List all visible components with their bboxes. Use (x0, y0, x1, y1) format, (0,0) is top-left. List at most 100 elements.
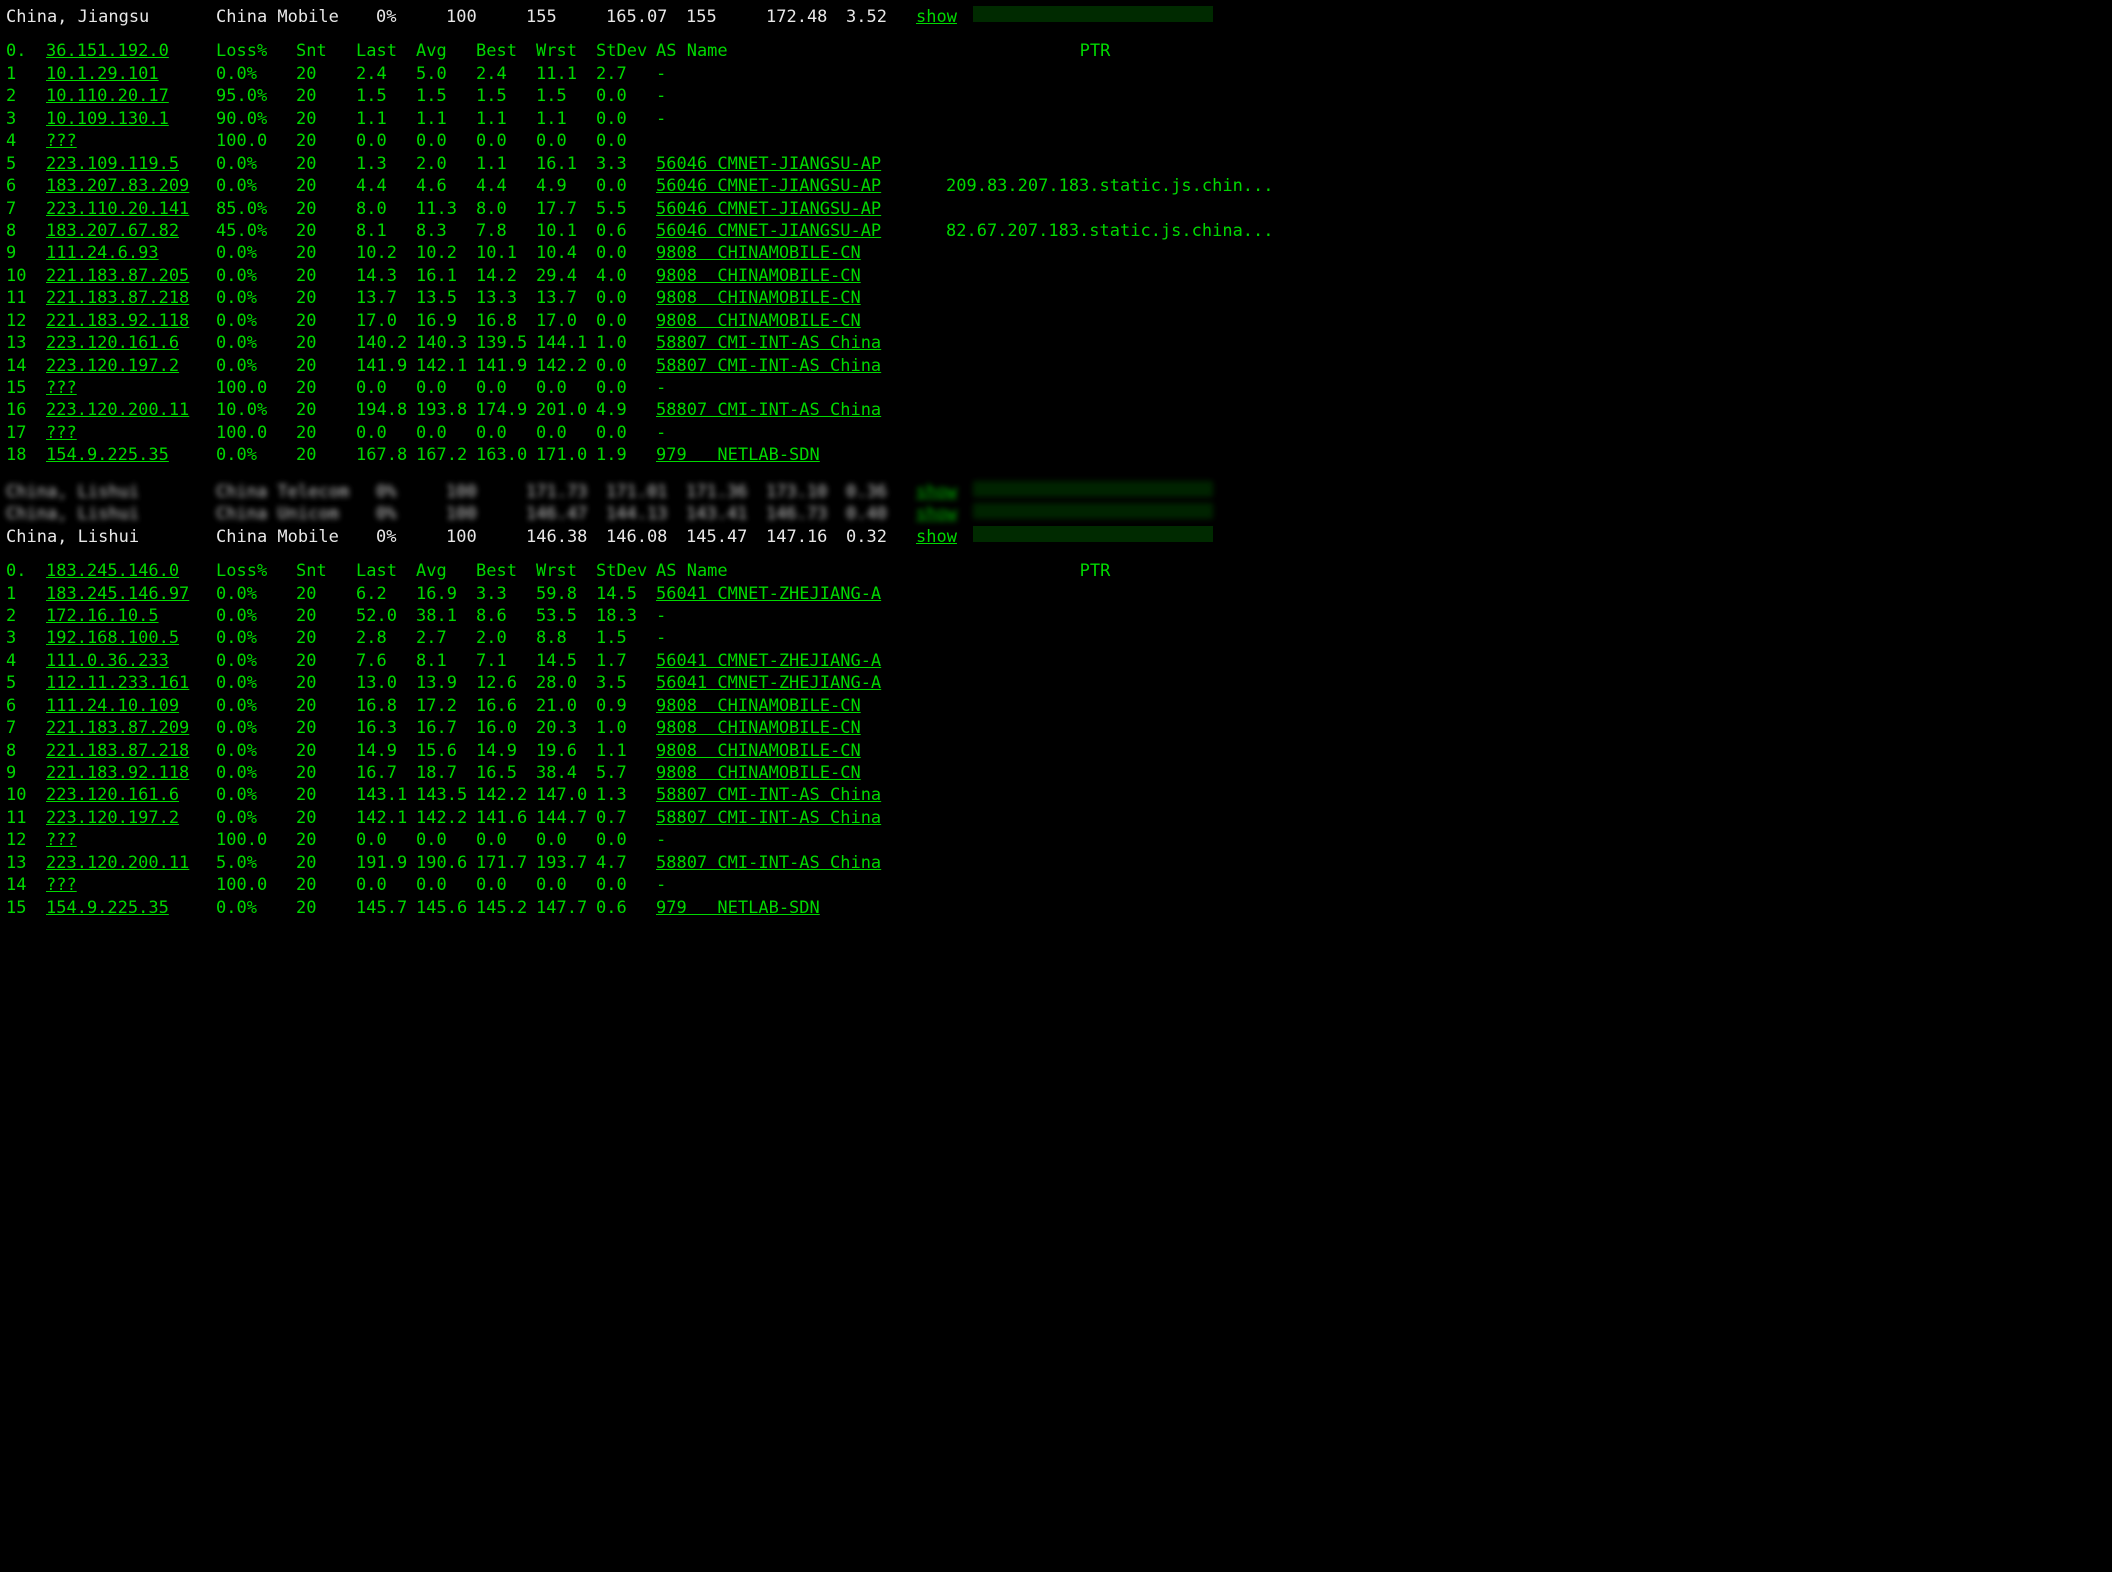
hop-ip[interactable]: 10.1.29.101 (46, 63, 216, 85)
hop-last: 167.8 (356, 444, 416, 466)
show-link[interactable]: show (906, 526, 967, 548)
col-last: Last (356, 560, 416, 582)
hop-number: 9 (6, 242, 46, 264)
location: China, Lishui (6, 503, 216, 525)
hop-ip[interactable]: 221.183.87.218 (46, 287, 216, 309)
hop-ip[interactable]: 111.0.36.233 (46, 650, 216, 672)
hop-snt: 20 (296, 153, 356, 175)
hop-ip[interactable]: 192.168.100.5 (46, 627, 216, 649)
hop-asname: 58807 CMI-INT-AS China (656, 852, 916, 874)
hop-number: 3 (6, 108, 46, 130)
hop-ip[interactable]: 221.183.87.205 (46, 265, 216, 287)
hop-avg: 11.3 (416, 198, 476, 220)
hop-wrst: 201.0 (536, 399, 596, 421)
show-link[interactable]: show (906, 6, 967, 28)
hop-wrst: 19.6 (536, 740, 596, 762)
hop-stdev: 3.5 (596, 672, 656, 694)
hop-ip[interactable]: ??? (46, 130, 216, 152)
col-stdev: StDev (596, 560, 656, 582)
hop-snt: 20 (296, 108, 356, 130)
hop-number: 11 (6, 287, 46, 309)
hop-best: 141.6 (476, 807, 536, 829)
hop-ptr: 82.67.207.183.static.js.china... (916, 220, 1274, 242)
hop-loss: 100.0 (216, 422, 296, 444)
hop-ip[interactable]: 223.120.197.2 (46, 355, 216, 377)
hop-avg: 145.6 (416, 897, 476, 919)
hop-number: 3 (6, 627, 46, 649)
hop-asname: - (656, 85, 916, 107)
hop-ip[interactable]: 221.183.87.209 (46, 717, 216, 739)
hop-ptr (916, 852, 1274, 874)
hop-ip[interactable]: 183.207.83.209 (46, 175, 216, 197)
show-link[interactable]: show (906, 481, 967, 503)
stat: 173.10 (766, 481, 846, 503)
hop-ip[interactable]: ??? (46, 829, 216, 851)
hop-ip[interactable]: 154.9.225.35 (46, 897, 216, 919)
hop-ip[interactable]: 223.120.200.11 (46, 852, 216, 874)
hop-last: 0.0 (356, 829, 416, 851)
hop-number: 12 (6, 829, 46, 851)
hop-ip[interactable]: ??? (46, 377, 216, 399)
hop-ptr (916, 605, 1274, 627)
hop-ip[interactable]: 154.9.225.35 (46, 444, 216, 466)
hop-ip[interactable]: 111.24.6.93 (46, 242, 216, 264)
loss-pct: 0% (376, 6, 446, 28)
hop-ptr (916, 422, 1274, 444)
col-snt: Snt (296, 560, 356, 582)
trace-section: China, JiangsuChina Mobile0%100155165.07… (6, 6, 1274, 467)
hop-ip[interactable]: 223.110.20.141 (46, 198, 216, 220)
hop-wrst: 38.4 (536, 762, 596, 784)
hop-number: 5 (6, 672, 46, 694)
stat: 171.01 (606, 481, 686, 503)
hop-best: 1.1 (476, 108, 536, 130)
hop-best: 0.0 (476, 829, 536, 851)
hop-best: 139.5 (476, 332, 536, 354)
hop-last: 143.1 (356, 784, 416, 806)
hop-ip[interactable]: 183.207.67.82 (46, 220, 216, 242)
hop-ip[interactable]: ??? (46, 874, 216, 896)
hop-ip[interactable]: 10.109.130.1 (46, 108, 216, 130)
hop-ip[interactable]: 221.183.92.118 (46, 310, 216, 332)
stat: 172.48 (766, 6, 846, 28)
col-stdev: StDev (596, 40, 656, 62)
hop-number: 10 (6, 784, 46, 806)
col-ip: 36.151.192.0 (46, 40, 216, 62)
hop-ptr (916, 695, 1274, 717)
hop-avg: 0.0 (416, 874, 476, 896)
hop-ip[interactable]: 223.120.197.2 (46, 807, 216, 829)
hop-best: 145.2 (476, 897, 536, 919)
hop-ip[interactable]: 223.109.119.5 (46, 153, 216, 175)
hop-ip[interactable]: 111.24.10.109 (46, 695, 216, 717)
hop-snt: 20 (296, 897, 356, 919)
show-link[interactable]: show (906, 503, 967, 525)
hop-stdev: 0.0 (596, 108, 656, 130)
hop-ip[interactable]: 10.110.20.17 (46, 85, 216, 107)
hop-number: 12 (6, 310, 46, 332)
hop-ip[interactable]: 223.120.161.6 (46, 784, 216, 806)
hop-avg: 142.2 (416, 807, 476, 829)
hop-ip[interactable]: 172.16.10.5 (46, 605, 216, 627)
hop-row: 7223.110.20.14185.0%208.011.38.017.75.55… (6, 198, 1274, 220)
hop-avg: 1.5 (416, 85, 476, 107)
stat: 171.36 (686, 481, 766, 503)
hop-ip[interactable]: 221.183.87.218 (46, 740, 216, 762)
hop-ip[interactable]: 183.245.146.97 (46, 583, 216, 605)
hop-wrst: 142.2 (536, 355, 596, 377)
hop-last: 16.7 (356, 762, 416, 784)
hop-last: 141.9 (356, 355, 416, 377)
hop-loss: 0.0% (216, 332, 296, 354)
hop-wrst: 193.7 (536, 852, 596, 874)
hop-number: 16 (6, 399, 46, 421)
stat: 147.16 (766, 526, 846, 548)
snt: 100 (446, 526, 526, 548)
hop-stdev: 4.9 (596, 399, 656, 421)
hop-ip[interactable]: 112.11.233.161 (46, 672, 216, 694)
stat: 155 (526, 6, 606, 28)
hop-snt: 20 (296, 852, 356, 874)
hop-ip[interactable]: 223.120.200.11 (46, 399, 216, 421)
hop-ip[interactable]: ??? (46, 422, 216, 444)
hop-ip[interactable]: 221.183.92.118 (46, 762, 216, 784)
hop-number: 10 (6, 265, 46, 287)
hop-stdev: 0.0 (596, 377, 656, 399)
hop-ip[interactable]: 223.120.161.6 (46, 332, 216, 354)
